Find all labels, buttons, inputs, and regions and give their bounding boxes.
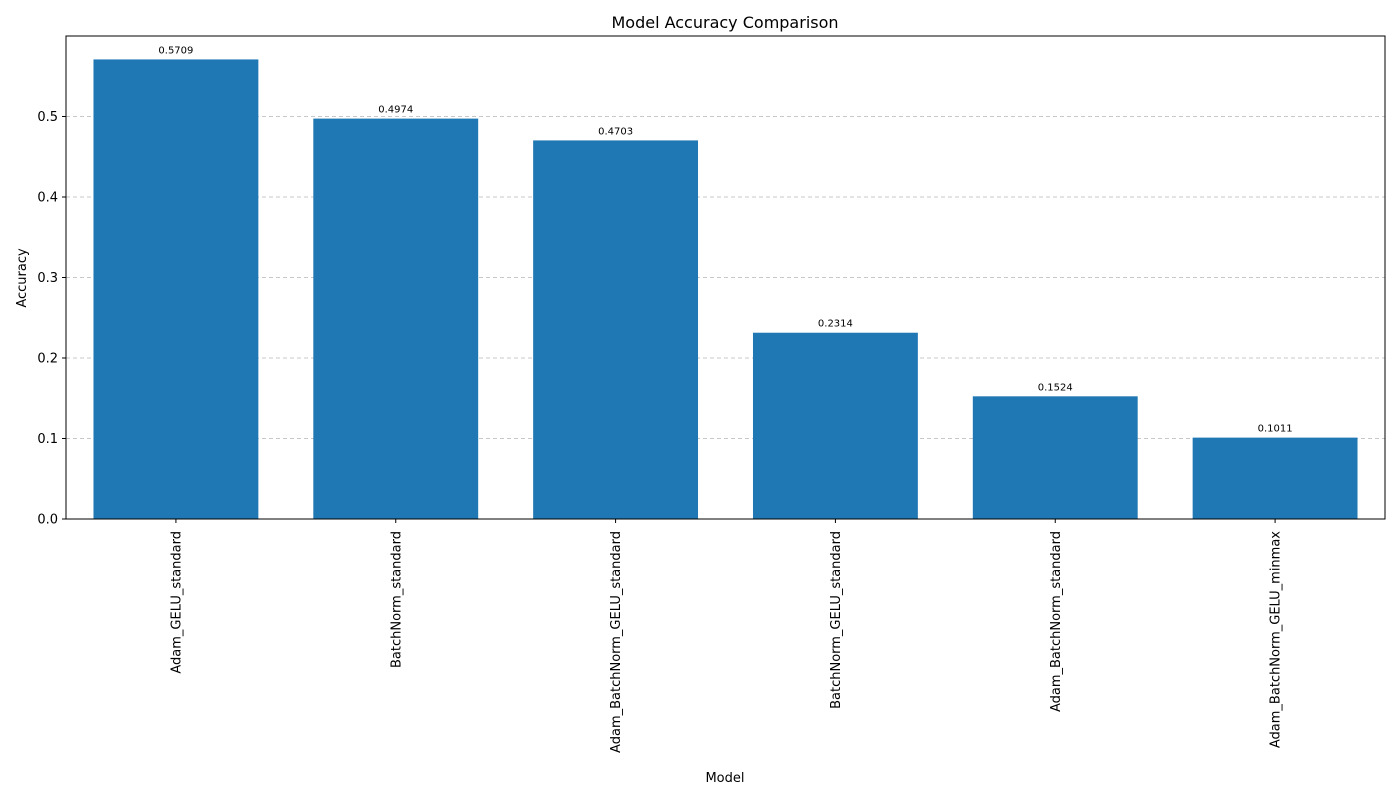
x-tick-label: BatchNorm_GELU_standard [829, 531, 844, 709]
y-tick-label: 0.2 [37, 352, 58, 367]
y-tick-label: 0.4 [37, 191, 58, 206]
bar [752, 332, 918, 519]
y-tick-label: 0.1 [37, 432, 58, 447]
bar [93, 59, 259, 519]
value-labels: 0.5709 0.4974 0.4703 0.2314 0.1524 0.1011 [158, 45, 1292, 434]
x-tick-label: Adam_GELU_standard [169, 531, 184, 674]
x-axis-ticks: Adam_GELU_standard BatchNorm_standard Adam… [169, 519, 1284, 753]
y-axis-ticks: 0.0 0.1 0.2 0.3 0.4 0.5 [37, 110, 66, 528]
bar [313, 118, 479, 519]
bar-value-label: 0.5709 [158, 45, 193, 56]
y-tick-label: 0.0 [37, 513, 58, 528]
x-tick-label: Adam_BatchNorm_standard [1049, 531, 1064, 712]
x-tick-label: Adam_BatchNorm_GELU_standard [609, 531, 624, 753]
x-axis-label: Model [705, 771, 744, 786]
y-tick-label: 0.3 [37, 271, 58, 286]
bar-value-label: 0.1524 [1038, 382, 1073, 393]
grid-lines [66, 116, 1385, 439]
bar-value-label: 0.4703 [598, 126, 633, 137]
y-tick-label: 0.5 [37, 110, 58, 125]
bar [533, 140, 699, 519]
y-axis-label: Accuracy [15, 248, 30, 308]
x-tick-label: BatchNorm_standard [389, 531, 404, 668]
bar-value-label: 0.1011 [1258, 424, 1293, 435]
bar [1192, 437, 1358, 519]
bar [972, 396, 1138, 519]
bars [93, 59, 1358, 519]
bar-value-label: 0.2314 [818, 319, 853, 330]
chart-title: Model Accuracy Comparison [611, 13, 838, 32]
bar-value-label: 0.4974 [378, 105, 413, 116]
x-tick-label: Adam_BatchNorm_GELU_minmax [1269, 531, 1284, 748]
